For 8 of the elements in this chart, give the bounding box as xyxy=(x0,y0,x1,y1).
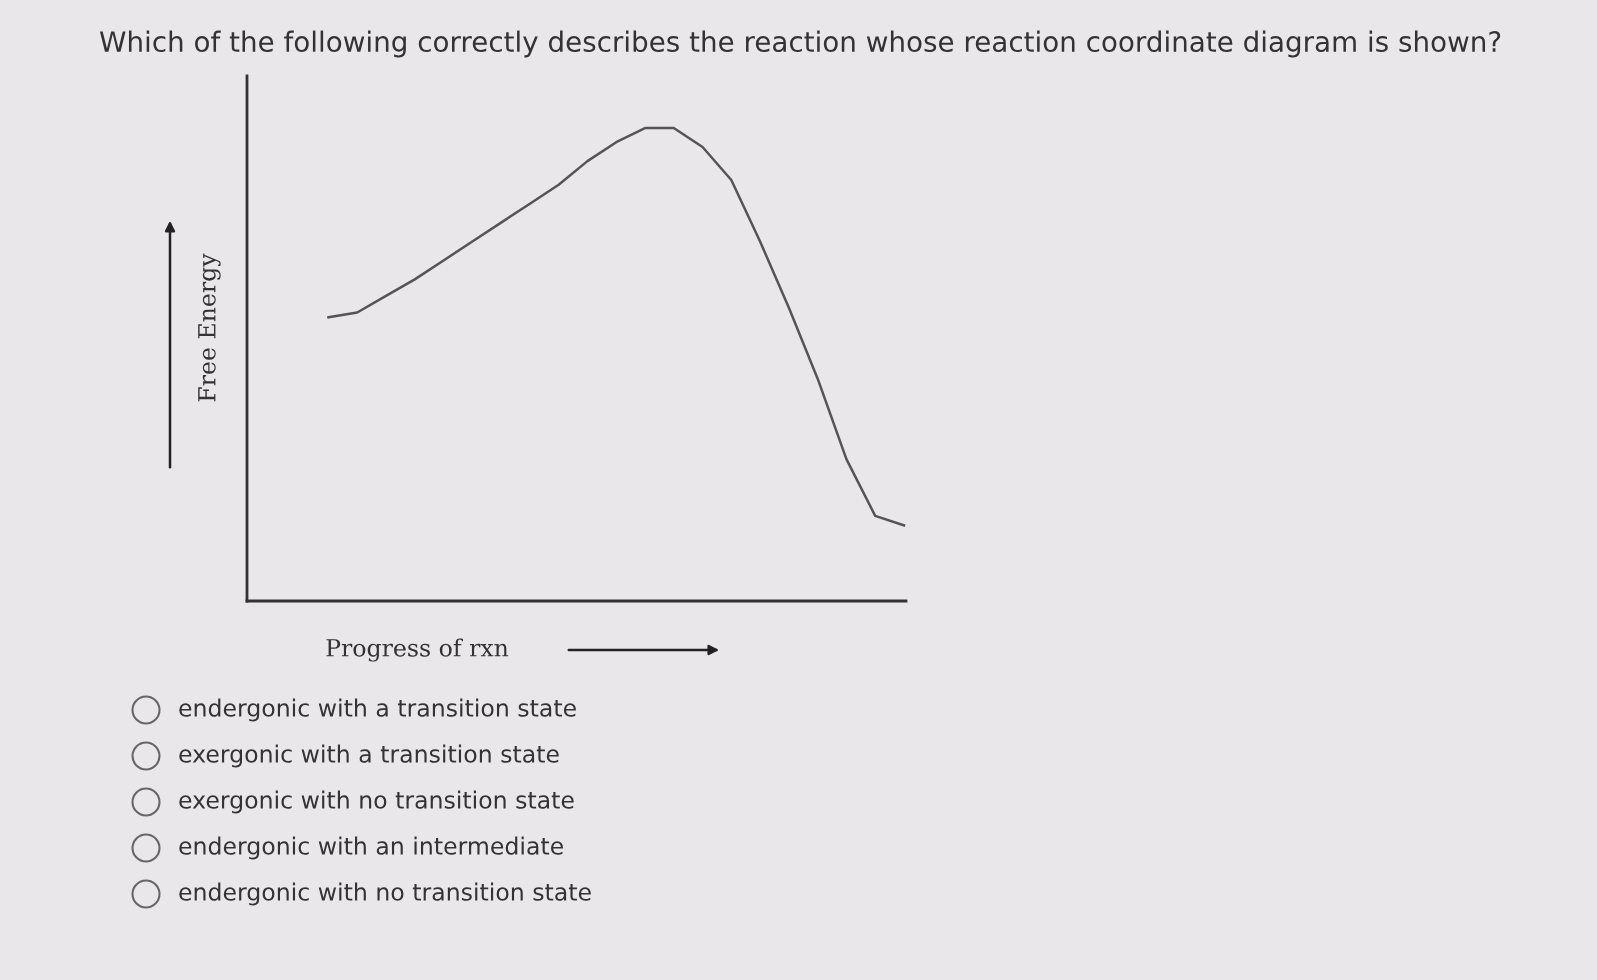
y-axis-title: Free Energy xyxy=(198,253,221,402)
text: endergonic with a transition state xyxy=(179,698,576,722)
chart-title: Which of the following correctly describes the reaction whose reaction coordinate diagram is shown? xyxy=(99,30,1501,58)
x-axis-title: Progress of rxn xyxy=(326,638,509,662)
text: endergonic with no transition state xyxy=(179,882,591,906)
text: exergonic with no transition state xyxy=(179,790,574,814)
text: exergonic with a transition state xyxy=(179,744,559,768)
text: endergonic with an intermediate xyxy=(179,836,563,860)
